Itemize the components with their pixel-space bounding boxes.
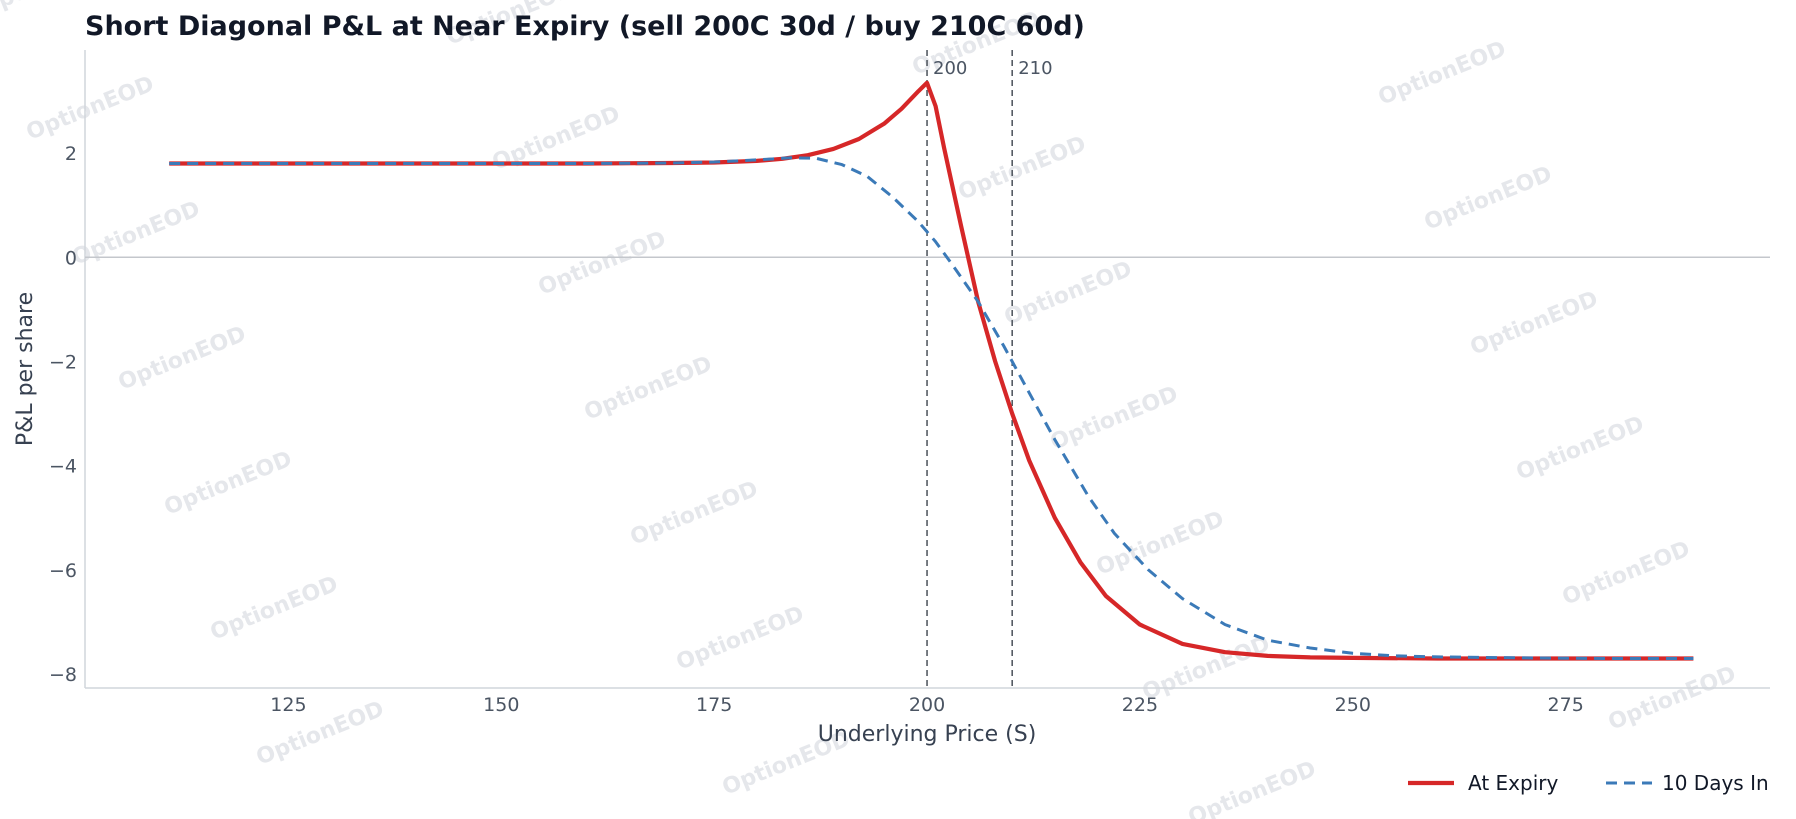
- watermark-text: OptionEOD: [1093, 507, 1228, 581]
- legend: At Expiry 10 Days In: [1408, 771, 1769, 795]
- watermark-text: OptionEOD: [1047, 382, 1182, 456]
- legend-label: At Expiry: [1468, 771, 1558, 795]
- watermark-text: OptionEOD: [1375, 37, 1510, 111]
- watermark-text: OptionEOD: [673, 602, 808, 676]
- x-tick-label: 175: [696, 694, 732, 716]
- x-tick-label: 150: [483, 694, 519, 716]
- watermark-text: OptionEOD: [955, 132, 1090, 206]
- y-tick-label: −8: [49, 664, 77, 686]
- axes: 125 150 175 200 225 250 275 2 0 −2 −4 −6 −8 200 210: [49, 50, 1770, 716]
- x-tick-label: 200: [909, 694, 945, 716]
- y-tick-label: −2: [49, 352, 77, 374]
- y-axis-label: P&L per share: [13, 292, 38, 446]
- watermark-text: OptionEOD: [161, 447, 296, 521]
- watermark-text: OptionEOD: [1605, 662, 1740, 736]
- watermark-text: OptionEOD: [1513, 412, 1648, 486]
- x-axis-label: Underlying Price (S): [818, 722, 1037, 747]
- x-tick-label: 275: [1548, 694, 1584, 716]
- strike-label: 210: [1018, 58, 1052, 79]
- x-tick-label: 125: [270, 694, 306, 716]
- y-tick-label: 0: [65, 247, 77, 269]
- watermark-text: OptionEOD: [1185, 757, 1320, 819]
- watermark-text: OptionEOD: [627, 477, 762, 551]
- x-tick-label: 225: [1122, 694, 1158, 716]
- chart-title: Short Diagonal P&L at Near Expiry (sell …: [85, 11, 1085, 42]
- watermark-text: OptionEOD: [535, 227, 670, 301]
- series-line-at-expiry: [169, 80, 1694, 661]
- watermark-text: OptionEOD: [23, 72, 158, 146]
- y-tick-label: −6: [49, 560, 77, 582]
- watermark-text: OptionEOD: [1139, 632, 1274, 706]
- watermark-text: OptionEOD: [581, 352, 716, 426]
- watermark-text: OptionEOD: [69, 197, 204, 271]
- series-line-10-days-in: [169, 156, 1694, 660]
- watermark-text: OptionEOD: [115, 322, 250, 396]
- y-tick-label: 2: [65, 143, 77, 165]
- legend-label: 10 Days In: [1662, 771, 1769, 795]
- watermark-text: OptionEOD: [1421, 162, 1556, 236]
- watermark-text: OptionEOD: [1559, 537, 1694, 611]
- watermark-text: OptionEOD: [207, 572, 342, 646]
- watermark-text: OptionEOD: [1001, 257, 1136, 331]
- y-tick-label: −4: [49, 456, 77, 478]
- x-tick-label: 250: [1335, 694, 1371, 716]
- plot-area: [169, 80, 1694, 661]
- watermark-text: OptionEOD: [1467, 287, 1602, 361]
- strike-label: 200: [933, 58, 967, 79]
